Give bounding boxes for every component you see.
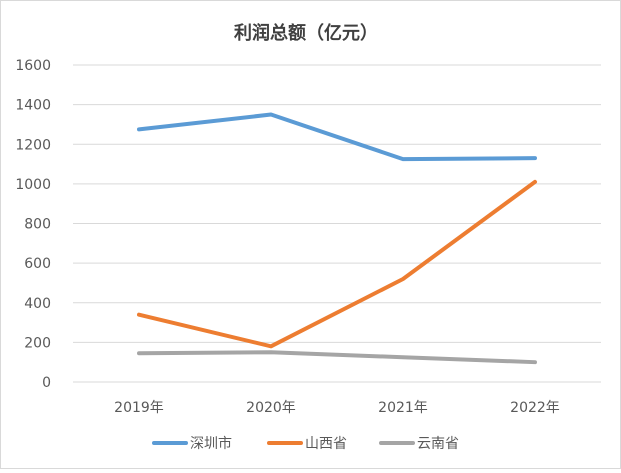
- y-tick-label: 1200: [15, 137, 51, 153]
- legend-label: 云南省: [417, 436, 459, 452]
- data-point: [401, 277, 405, 281]
- y-axis-ticks: 0 200 400 600 800 1000 1200 1400 1600: [15, 58, 51, 391]
- gridlines: [73, 64, 601, 383]
- y-tick-label: 0: [42, 375, 51, 391]
- legend: 深圳市 山西省 云南省: [152, 435, 459, 452]
- data-point: [137, 351, 141, 355]
- series-line-0: [137, 112, 537, 162]
- chart-title: 利润总额（亿元）: [234, 22, 378, 44]
- data-point: [269, 350, 273, 354]
- y-tick-label: 600: [24, 256, 51, 272]
- data-point: [533, 180, 537, 184]
- data-point: [269, 113, 273, 117]
- data-point: [533, 360, 537, 364]
- legend-label: 山西省: [305, 436, 347, 452]
- y-tick-label: 200: [24, 335, 51, 351]
- series-line-1: [137, 179, 537, 349]
- y-tick-label: 1600: [15, 58, 51, 74]
- y-tick-label: 400: [24, 296, 51, 312]
- data-point: [401, 157, 405, 161]
- series-lines: [137, 112, 537, 365]
- x-tick-label: 2020年: [246, 400, 296, 416]
- y-tick-label: 800: [24, 217, 51, 233]
- series-line-2: [137, 350, 537, 365]
- x-tick-label: 2021年: [378, 400, 428, 416]
- x-axis-ticks: 2019年 2020年 2021年 2022年: [114, 400, 560, 416]
- data-point: [401, 355, 405, 359]
- x-tick-label: 2022年: [510, 400, 560, 416]
- data-point: [533, 156, 537, 160]
- data-point: [269, 344, 273, 348]
- legend-label: 深圳市: [190, 435, 232, 452]
- y-tick-label: 1400: [15, 98, 51, 114]
- x-tick-label: 2019年: [114, 400, 164, 416]
- y-tick-label: 1000: [15, 177, 51, 193]
- data-point: [137, 127, 141, 131]
- data-point: [137, 313, 141, 317]
